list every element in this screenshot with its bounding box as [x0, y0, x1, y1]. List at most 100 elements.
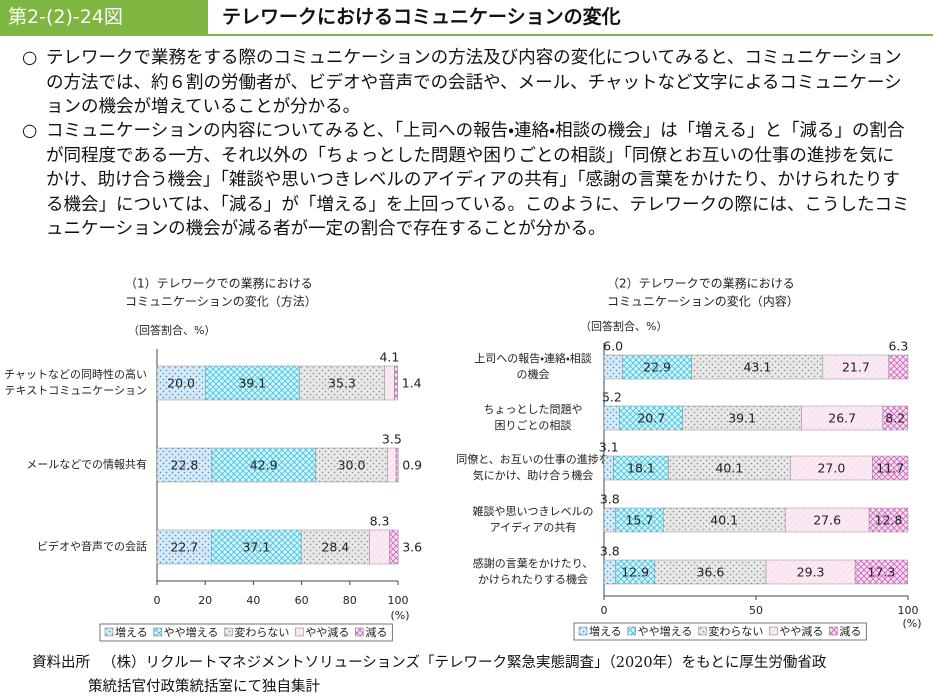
header: 第2-(2)-24図 テレワークにおけるコミュニケーションの変化 — [0, 0, 933, 36]
value-label: 28.4 — [321, 540, 349, 555]
value-label: 30.0 — [338, 458, 366, 473]
category-label: 上司への報告・連絡・相談 — [474, 351, 591, 365]
value-label: 6.3 — [888, 339, 908, 354]
category-label: ちょっとした問題や — [484, 403, 583, 416]
chart-title: コミュニケーションの変化（方法） — [125, 294, 317, 309]
value-label: 11.7 — [876, 461, 904, 476]
x-tick-label: 0 — [601, 604, 608, 617]
value-label: 1.4 — [402, 376, 422, 391]
source-text: （株）リクルートマネジメントソリューションズ「テレワーク緊急実態調査」（2020… — [102, 655, 827, 671]
value-label: 3.1 — [599, 440, 619, 455]
x-tick-label: 0 — [154, 594, 161, 607]
unit-label: （回答割合、%） — [580, 319, 667, 333]
value-label: 27.0 — [817, 461, 845, 476]
value-label: 22.9 — [643, 360, 671, 375]
value-label: 6.0 — [603, 339, 623, 354]
legend-frame — [99, 623, 393, 642]
bar-segment — [613, 455, 669, 481]
source: 資料出所 （株）リクルートマネジメントソリューションズ「テレワーク緊急実態調査」… — [32, 651, 826, 699]
legend-label: やや増える — [638, 625, 693, 638]
source-label: 資料出所 — [32, 655, 90, 671]
value-label: 5.2 — [602, 390, 622, 405]
chart-title: （1）テレワークでの業務における — [125, 277, 313, 291]
bar-segment — [619, 405, 683, 431]
bar-segment — [888, 354, 909, 380]
value-label: 27.6 — [813, 513, 841, 528]
bar-segment — [204, 365, 300, 401]
legend-swatch — [578, 626, 588, 636]
category-label: アイディアの共有 — [490, 520, 577, 534]
legend-label: やや減る — [779, 624, 823, 638]
legend-label: 増える — [115, 626, 148, 639]
legend-swatch — [769, 626, 778, 636]
bar-segment — [603, 405, 621, 431]
figure-title: テレワークにおけるコミュニケーションの変化 — [222, 6, 621, 28]
bar-segment — [882, 405, 908, 431]
value-label: 0.9 — [402, 458, 422, 473]
bar-segment — [156, 447, 213, 483]
value-label: 26.7 — [828, 411, 856, 426]
x-axis-label: (%) — [390, 609, 409, 622]
x-tick-label: 80 — [343, 594, 357, 607]
category-label: ビデオや音声での会話 — [37, 539, 147, 553]
legend-label: やや増える — [164, 626, 219, 639]
bar-segment — [156, 529, 212, 565]
bar-segment — [654, 559, 767, 585]
value-label: 37.1 — [242, 540, 270, 555]
category-label: チャットなどの同時性の高い — [4, 367, 147, 381]
x-tick-label: 40 — [246, 594, 260, 607]
value-label: 12.8 — [875, 513, 903, 528]
legend-swatch — [698, 626, 707, 636]
x-tick-label: 50 — [749, 604, 763, 617]
bullet: ○ — [22, 48, 38, 68]
value-label: 21.7 — [842, 360, 870, 375]
bar-segment — [395, 447, 399, 483]
paragraph-text: テレワークで業務をする際のコミュニケーションの方法及び内容の変化についてみると、… — [46, 48, 902, 117]
value-label: 3.8 — [600, 544, 620, 559]
bar-segment — [300, 529, 370, 565]
legend-label: 変わらない — [708, 625, 763, 638]
value-label: 22.7 — [170, 540, 198, 555]
bar-segment — [156, 365, 206, 401]
x-tick-label: 100 — [898, 604, 919, 617]
value-label: 17.3 — [867, 565, 895, 580]
category-label: テキストコミュニケーション — [5, 384, 147, 397]
value-label: 40.1 — [715, 461, 743, 476]
bar-segment — [615, 507, 664, 533]
x-tick-label: 60 — [295, 594, 309, 607]
value-label: 3.5 — [382, 432, 402, 447]
value-label: 8.2 — [885, 411, 905, 426]
bar-segment — [603, 507, 616, 533]
bar-segment — [387, 447, 397, 483]
legend-swatch — [224, 627, 233, 637]
chart-title: コミュニケーションの変化（内容） — [607, 294, 799, 309]
legend-label: 増える — [589, 625, 622, 638]
legend-swatch — [153, 627, 162, 637]
legend: 増える やや増える 変わらない やや減る 減る — [99, 623, 393, 642]
category-label: 気にかけ、助け合う機会 — [473, 468, 593, 482]
bar-segment — [315, 447, 388, 483]
bar-segment — [603, 455, 614, 481]
legend-swatch — [295, 627, 304, 637]
category-label: の機会 — [517, 368, 550, 381]
value-label: 39.1 — [238, 376, 266, 391]
bar-segment — [615, 559, 655, 585]
legend-label: 減る — [365, 625, 387, 639]
bar-segment — [211, 529, 302, 565]
x-tick-label: 20 — [198, 594, 212, 607]
bar-segment — [668, 455, 791, 481]
paragraph-text: コミュニケーションの内容についてみると、「上司への報告・連絡・相談の機会」は「増… — [46, 121, 910, 239]
bar-segment — [663, 507, 786, 533]
legend-swatch — [627, 626, 636, 636]
bar-segment — [211, 447, 316, 483]
category-label: 雑談や思いつきレベルの — [473, 504, 594, 518]
bar-segment — [868, 507, 909, 533]
legend-swatch — [829, 626, 838, 636]
bar-segment — [854, 559, 908, 585]
paragraph: ○ コミュニケーションの内容についてみると、「上司への報告・連絡・相談の機会」は… — [22, 119, 910, 242]
source-text: 策統括官付政策統括室にて独自集計 — [88, 679, 320, 695]
value-label: 39.1 — [728, 411, 756, 426]
bar-segment — [603, 354, 623, 380]
value-label: 8.3 — [370, 514, 390, 529]
